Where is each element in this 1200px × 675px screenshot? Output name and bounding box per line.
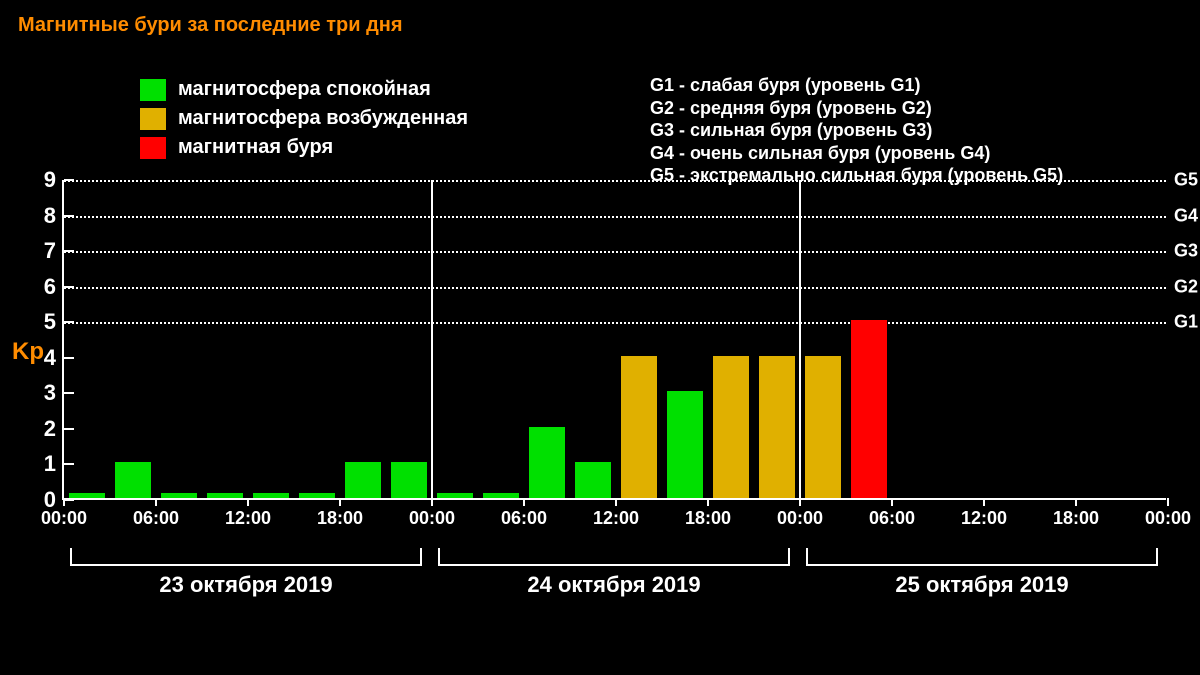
x-tick-label: 00:00: [409, 508, 455, 529]
y-tick: [64, 499, 74, 501]
x-tick-label: 00:00: [777, 508, 823, 529]
x-tick-label: 18:00: [317, 508, 363, 529]
g-line-label: G4: [1174, 205, 1198, 226]
day-divider: [431, 180, 433, 498]
x-tick: [339, 498, 341, 506]
date-bracket: [438, 548, 790, 566]
x-tick-label: 06:00: [869, 508, 915, 529]
x-tick: [431, 498, 433, 506]
chart-bar: [483, 493, 520, 498]
y-tick-label: 5: [44, 309, 56, 335]
x-tick-label: 12:00: [225, 508, 271, 529]
y-tick-label: 6: [44, 274, 56, 300]
chart-bar: [713, 356, 750, 498]
y-tick: [64, 357, 74, 359]
date-brackets: [62, 548, 1166, 572]
x-tick-label: 00:00: [41, 508, 87, 529]
legend-left: магнитосфера спокойная магнитосфера возбу…: [140, 78, 468, 165]
legend-right-line: G2 - средняя буря (уровень G2): [650, 97, 1063, 120]
g-line-label: G3: [1174, 241, 1198, 262]
legend-label: магнитосфера спокойная: [178, 78, 431, 101]
x-tick: [891, 498, 893, 506]
x-tick: [983, 498, 985, 506]
chart-bar: [253, 493, 290, 498]
x-tick: [1167, 498, 1169, 506]
legend-swatch: [140, 108, 166, 130]
y-tick: [64, 463, 74, 465]
date-bracket: [70, 548, 422, 566]
legend-swatch: [140, 137, 166, 159]
chart-bar: [115, 462, 152, 498]
page-title: Магнитные бури за последние три дня: [0, 0, 1200, 51]
g-line-label: G2: [1174, 276, 1198, 297]
legend-item: магнитная буря: [140, 136, 468, 159]
legend-label: магнитосфера возбужденная: [178, 107, 468, 130]
y-tick-label: 1: [44, 451, 56, 477]
legend-right-line: G4 - очень сильная буря (уровень G4): [650, 142, 1063, 165]
chart-bar: [575, 462, 612, 498]
date-label: 24 октября 2019: [527, 572, 700, 598]
x-tick-label: 18:00: [685, 508, 731, 529]
chart-bar: [299, 493, 336, 498]
date-label: 25 октября 2019: [895, 572, 1068, 598]
kp-chart: 0123456789G1G2G3G4G500:0006:0012:0018:00…: [62, 180, 1166, 500]
x-tick: [1075, 498, 1077, 506]
x-tick: [63, 498, 65, 506]
chart-bar: [805, 356, 842, 498]
chart-bar: [391, 462, 428, 498]
y-tick-label: 7: [44, 238, 56, 264]
g-line: [64, 251, 1166, 253]
g-line: [64, 287, 1166, 289]
y-tick-label: 9: [44, 167, 56, 193]
g-line-label: G5: [1174, 170, 1198, 191]
chart-bar: [529, 427, 566, 498]
chart-bar: [207, 493, 244, 498]
day-divider: [799, 180, 801, 498]
chart-bar: [851, 320, 888, 498]
y-axis-title: Kp: [12, 338, 44, 366]
x-tick-label: 12:00: [593, 508, 639, 529]
legend-label: магнитная буря: [178, 136, 333, 159]
x-tick: [523, 498, 525, 506]
legend-swatch: [140, 79, 166, 101]
legend-item: магнитосфера возбужденная: [140, 107, 468, 130]
x-tick: [799, 498, 801, 506]
y-tick: [64, 428, 74, 430]
chart-bar: [437, 493, 474, 498]
chart-bar: [621, 356, 658, 498]
x-tick-label: 12:00: [961, 508, 1007, 529]
x-tick-label: 00:00: [1145, 508, 1191, 529]
legend-item: магнитосфера спокойная: [140, 78, 468, 101]
g-line: [64, 322, 1166, 324]
y-tick-label: 2: [44, 416, 56, 442]
chart-bar: [759, 356, 796, 498]
y-tick: [64, 392, 74, 394]
chart-bar: [345, 462, 382, 498]
x-tick: [615, 498, 617, 506]
x-tick: [247, 498, 249, 506]
legend-right-line: G1 - слабая буря (уровень G1): [650, 74, 1063, 97]
y-tick-label: 4: [44, 345, 56, 371]
g-line: [64, 216, 1166, 218]
chart-bar: [161, 493, 198, 498]
legend-right-line: G3 - сильная буря (уровень G3): [650, 119, 1063, 142]
x-tick-label: 18:00: [1053, 508, 1099, 529]
chart-bar: [667, 391, 704, 498]
g-line: [64, 180, 1166, 182]
x-tick: [155, 498, 157, 506]
legend-right: G1 - слабая буря (уровень G1)G2 - средня…: [650, 74, 1063, 187]
x-tick-label: 06:00: [501, 508, 547, 529]
date-bracket: [806, 548, 1158, 566]
x-tick: [707, 498, 709, 506]
chart-bar: [69, 493, 106, 498]
g-line-label: G1: [1174, 312, 1198, 333]
date-label: 23 октября 2019: [159, 572, 332, 598]
x-tick-label: 06:00: [133, 508, 179, 529]
y-tick-label: 3: [44, 380, 56, 406]
y-tick-label: 8: [44, 203, 56, 229]
